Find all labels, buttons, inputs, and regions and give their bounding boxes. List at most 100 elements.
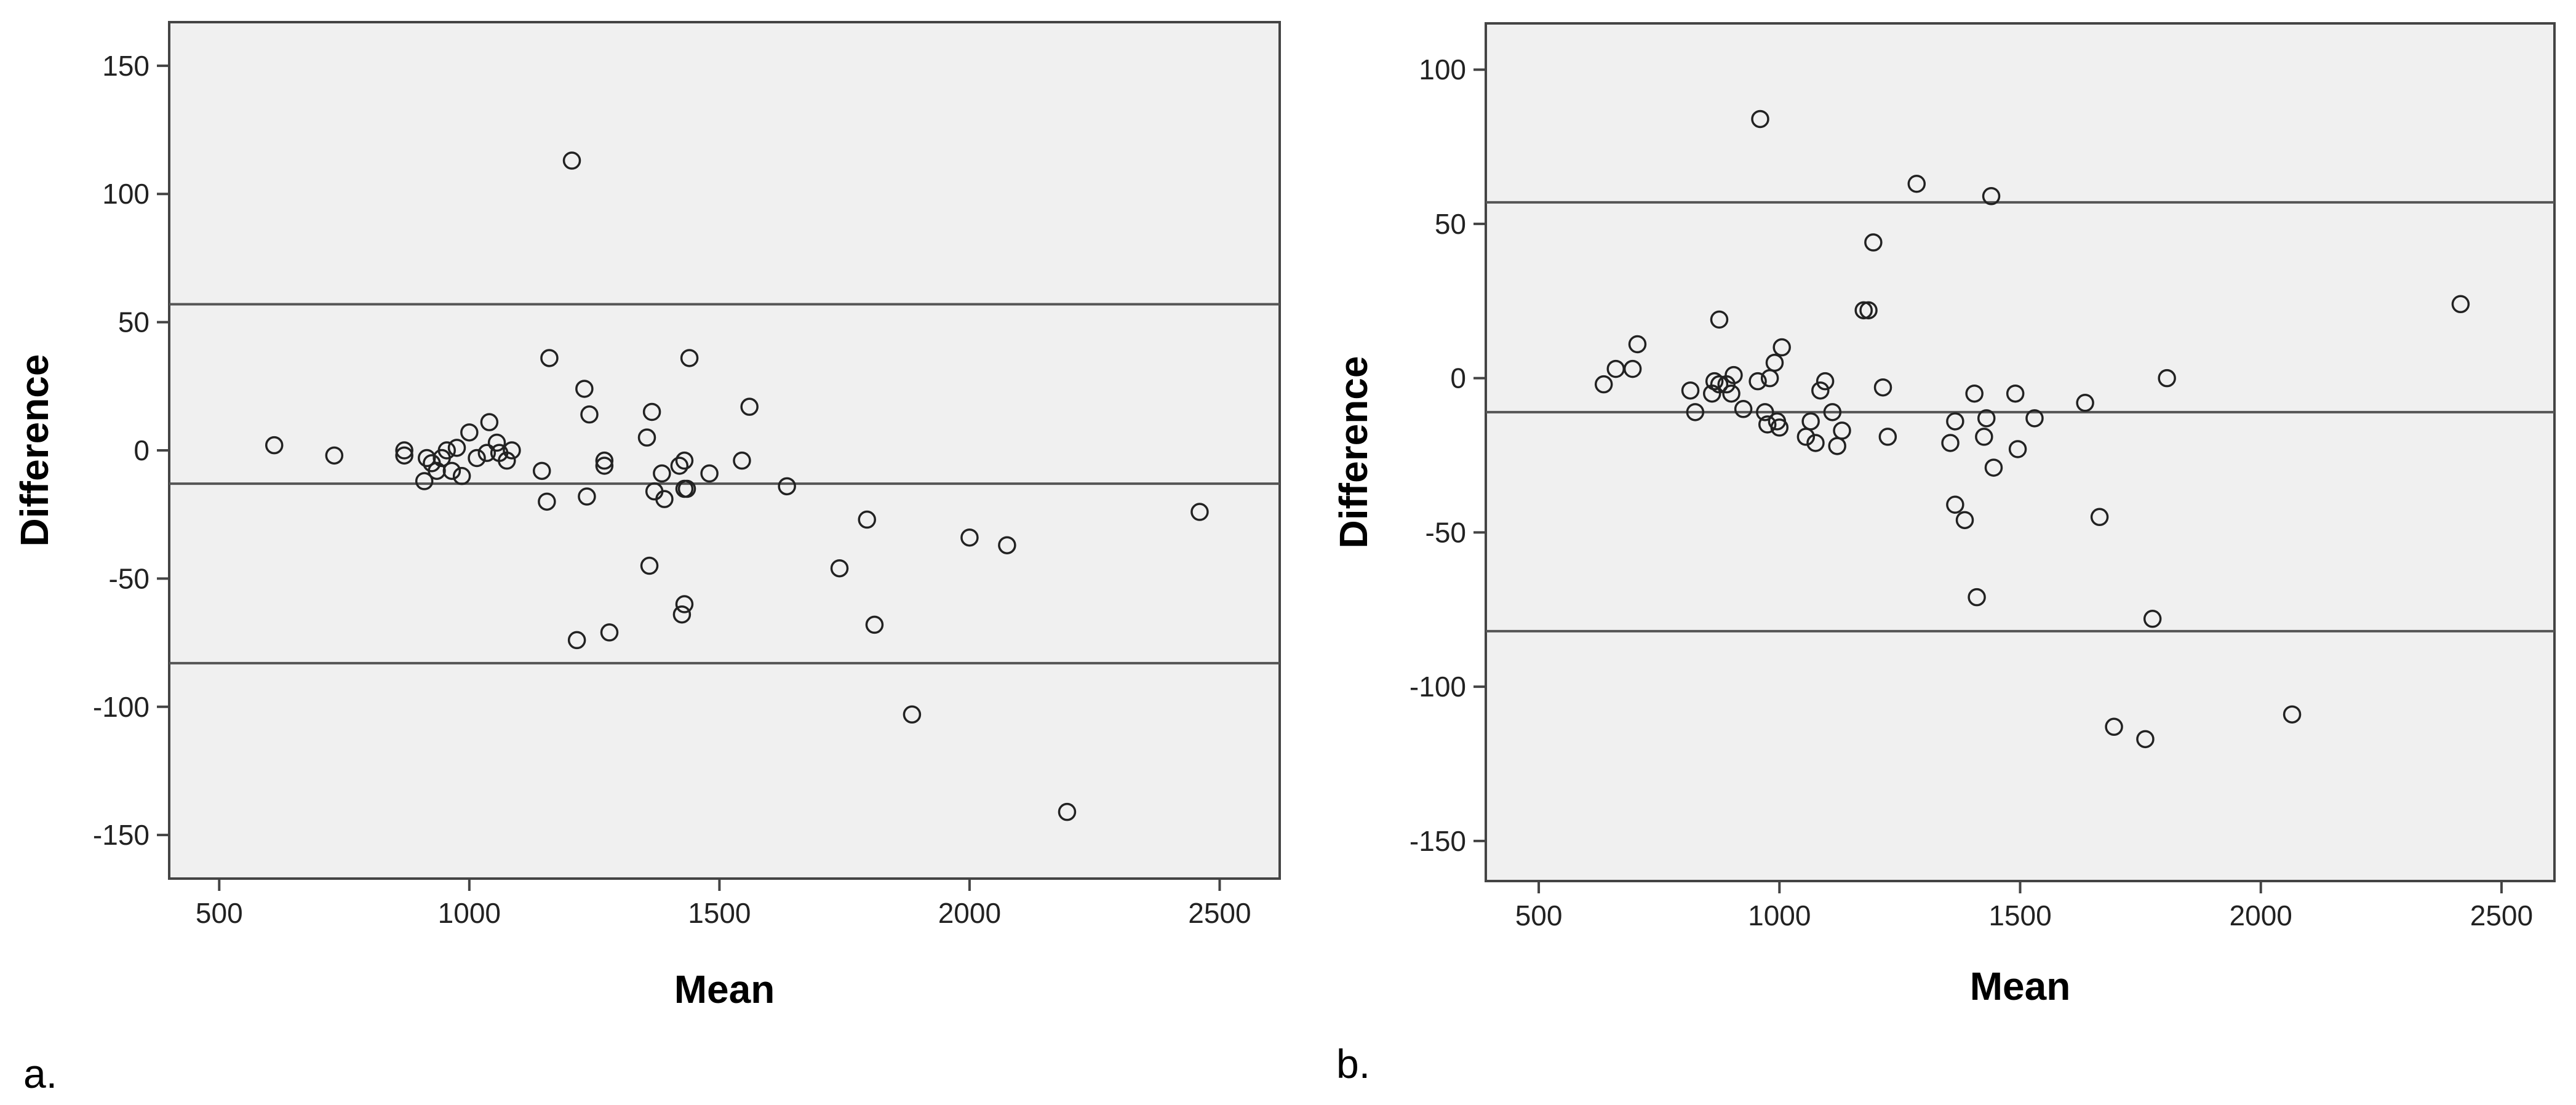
data-point	[1864, 233, 1883, 252]
data-point	[415, 472, 434, 490]
data-point	[1946, 412, 1964, 431]
x-tick-label: 2000	[938, 897, 1001, 929]
data-point	[595, 451, 614, 470]
data-point	[670, 457, 689, 475]
data-point	[395, 446, 413, 465]
data-point	[2451, 295, 2470, 314]
data-point	[460, 423, 479, 442]
data-point	[700, 464, 719, 483]
data-point	[1941, 434, 1960, 452]
data-point	[1734, 400, 1753, 418]
data-point	[830, 559, 849, 578]
data-point	[532, 461, 551, 481]
data-point	[1623, 359, 1642, 378]
plot-area	[1485, 22, 2556, 882]
data-point	[998, 536, 1016, 554]
data-point	[642, 402, 661, 421]
data-point	[903, 705, 922, 724]
data-point	[640, 556, 659, 575]
data-point	[325, 446, 344, 465]
data-point	[395, 441, 413, 460]
x-tick-label: 2000	[2230, 900, 2292, 931]
data-point	[1982, 187, 2001, 205]
data-point	[452, 466, 471, 485]
data-point	[960, 528, 979, 547]
data-point	[540, 349, 559, 367]
data-point	[498, 451, 516, 470]
data-point	[778, 477, 796, 496]
data-point	[595, 457, 614, 475]
data-point	[580, 405, 599, 424]
data-point	[538, 492, 556, 511]
x-tick-label: 2500	[1188, 897, 1251, 929]
data-point	[2025, 409, 2044, 428]
data-point	[2076, 394, 2094, 412]
data-point	[2143, 610, 2162, 628]
data-point	[562, 151, 581, 170]
panel-label: a.	[23, 1051, 57, 1096]
data-point	[567, 631, 586, 650]
data-point	[1801, 412, 1820, 431]
data-point	[1965, 384, 1984, 403]
y-tick-label: 100	[102, 178, 150, 210]
data-point	[672, 605, 692, 624]
data-point	[1816, 372, 1835, 391]
y-tick-label: 100	[1419, 54, 1466, 86]
data-point	[503, 441, 521, 460]
data-point	[858, 510, 876, 529]
data-point	[1722, 384, 1741, 403]
data-point	[1955, 511, 1974, 530]
data-point	[1681, 381, 1700, 400]
x-tick-label: 2500	[2470, 900, 2533, 931]
data-point	[437, 441, 456, 460]
data-point	[1833, 421, 1851, 440]
data-point	[1806, 434, 1825, 452]
data-point	[442, 461, 461, 481]
data-point	[1946, 495, 1964, 514]
x-tick-label: 1000	[1748, 900, 1811, 931]
data-point	[1749, 372, 1767, 391]
data-point	[2008, 440, 2027, 458]
y-tick-label: 150	[102, 50, 150, 82]
data-point	[675, 451, 694, 470]
data-point	[2105, 717, 2123, 736]
x-tick-label: 500	[1515, 900, 1563, 931]
data-point	[2006, 384, 2025, 403]
data-point	[1873, 378, 1892, 397]
data-point	[1705, 372, 1724, 391]
data-point	[1751, 110, 1769, 129]
y-tick-label: -150	[93, 819, 150, 851]
data-point	[600, 623, 619, 642]
data-point	[653, 464, 671, 483]
data-point	[1977, 409, 1996, 428]
chart-panel-a: -150 -100 -50 0 50 100 150 500 1000 1500 2000 2500 M…	[12, 21, 1281, 1096]
chart-panel-b: -150 -100 -50 0 50 100 500 1000 1500 2000 2500 Mean…	[1331, 22, 2556, 1087]
data-point	[575, 380, 594, 398]
y-tick-label: 0	[134, 434, 150, 466]
x-tick-label: 1000	[438, 897, 501, 929]
data-point	[1984, 458, 2003, 477]
y-tick-label: -100	[1410, 671, 1466, 703]
data-point	[1975, 428, 1993, 446]
data-point	[265, 436, 284, 455]
data-point	[447, 439, 466, 457]
data-point	[487, 433, 506, 452]
data-point	[1686, 403, 1705, 421]
data-point	[740, 397, 759, 416]
data-point	[1594, 375, 1613, 394]
data-point	[2283, 705, 2302, 724]
data-point	[1907, 174, 1926, 193]
y-tick-label: -50	[1426, 516, 1466, 548]
y-tick-label: 0	[1450, 362, 1466, 394]
data-point	[468, 449, 486, 468]
y-tick-label: -50	[109, 562, 150, 594]
x-tick-label: 1500	[688, 897, 751, 929]
y-tick-label: -150	[1410, 825, 1466, 857]
data-point	[637, 428, 656, 447]
data-point	[578, 487, 596, 506]
data-point	[1878, 428, 1897, 446]
data-point	[1823, 403, 1842, 421]
data-point	[733, 451, 751, 470]
data-point	[1628, 335, 1647, 354]
